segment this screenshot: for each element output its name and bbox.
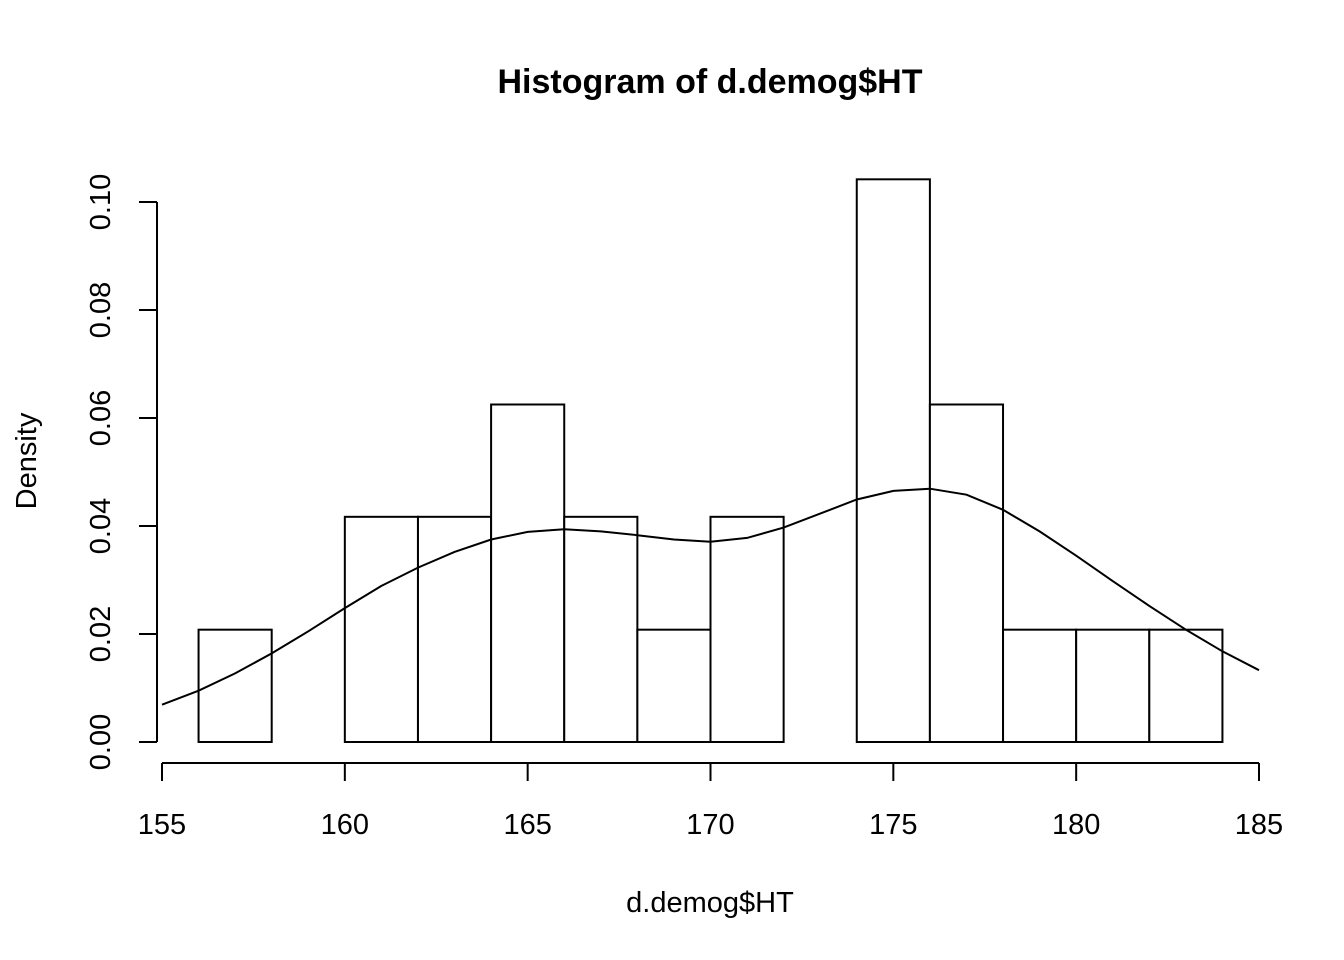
x-axis-label: d.demog$HT bbox=[626, 887, 794, 919]
histogram-bar bbox=[928, 403, 1005, 743]
histogram-bars bbox=[197, 178, 1224, 743]
histogram-bar bbox=[1075, 628, 1151, 743]
y-tick-label: 0.02 bbox=[85, 606, 117, 662]
x-axis: 155 160 165 170 175 180 185 bbox=[138, 762, 1283, 841]
y-tick-label: 0.06 bbox=[85, 390, 117, 446]
density-curve bbox=[161, 487, 1260, 706]
histogram-bar bbox=[855, 178, 931, 743]
histogram-bar bbox=[416, 515, 493, 743]
x-tick-label: 155 bbox=[138, 809, 186, 841]
x-tick-label: 175 bbox=[869, 809, 917, 841]
y-tick-label: 0.00 bbox=[85, 714, 117, 770]
y-axis-label: Density bbox=[11, 412, 43, 509]
x-tick-label: 165 bbox=[503, 809, 551, 841]
histogram-bar bbox=[709, 515, 785, 743]
y-tick-label: 0.04 bbox=[85, 498, 117, 554]
y-tick-label: 0.08 bbox=[85, 282, 117, 338]
histogram-bar bbox=[490, 403, 566, 743]
x-tick-label: 180 bbox=[1052, 809, 1100, 841]
x-tick-label: 185 bbox=[1235, 809, 1283, 841]
chart-title: Histogram of d.demog$HT bbox=[497, 63, 922, 101]
histogram-bar bbox=[1002, 628, 1078, 743]
histogram-bar bbox=[563, 515, 639, 743]
x-tick-label: 160 bbox=[321, 809, 369, 841]
histogram-bar bbox=[1148, 628, 1224, 743]
histogram-bar bbox=[343, 515, 419, 743]
x-tick-label: 170 bbox=[686, 809, 734, 841]
y-axis: 0.00 0.02 0.04 0.06 0.08 0.10 bbox=[85, 174, 158, 770]
histogram-bar bbox=[636, 628, 712, 743]
y-tick-label: 0.10 bbox=[85, 174, 117, 230]
